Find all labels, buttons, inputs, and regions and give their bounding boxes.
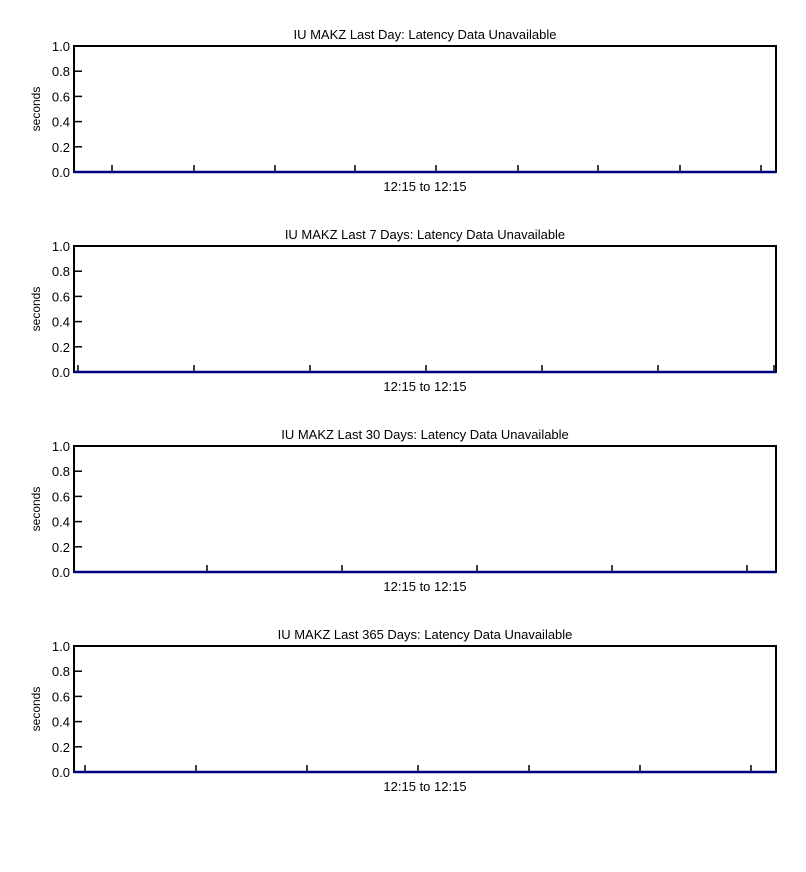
chart-panel-2: IU MAKZ Last 7 Days: Latency Data Unavai…	[29, 227, 777, 394]
chart-panel-3: IU MAKZ Last 30 Days: Latency Data Unava…	[29, 427, 777, 594]
y-tick-label: 0.8	[52, 64, 70, 79]
y-tick-label: 0.2	[52, 740, 70, 755]
y-tick-label: 1.0	[52, 39, 70, 54]
y-tick-label: 0.2	[52, 140, 70, 155]
y-tick-label: 0.8	[52, 664, 70, 679]
plot-frame	[73, 245, 777, 373]
y-tick-label: 0.6	[52, 89, 70, 104]
chart-title: IU MAKZ Last 7 Days: Latency Data Unavai…	[285, 227, 565, 242]
plot-frame	[73, 645, 777, 773]
y-tick-label: 0.8	[52, 464, 70, 479]
chart-title: IU MAKZ Last 30 Days: Latency Data Unava…	[281, 427, 569, 442]
y-tick-label: 1.0	[52, 239, 70, 254]
y-tick-label: 0.0	[52, 365, 70, 380]
y-tick-label: 1.0	[52, 639, 70, 654]
y-tick-label: 0.0	[52, 565, 70, 580]
chart-title: IU MAKZ Last Day: Latency Data Unavailab…	[293, 27, 556, 42]
y-tick-label: 0.6	[52, 489, 70, 504]
plot-frame	[73, 45, 777, 173]
y-tick-label: 1.0	[52, 439, 70, 454]
y-axis-label: seconds	[29, 487, 43, 532]
plot-frame	[73, 445, 777, 573]
x-axis-label: 12:15 to 12:15	[383, 379, 466, 394]
y-axis-label: seconds	[29, 287, 43, 332]
y-tick-label: 0.2	[52, 340, 70, 355]
y-tick-label: 0.2	[52, 540, 70, 555]
chart-panel-4: IU MAKZ Last 365 Days: Latency Data Unav…	[29, 627, 777, 794]
y-axis-label: seconds	[29, 87, 43, 132]
y-tick-label: 0.6	[52, 289, 70, 304]
y-tick-label: 0.0	[52, 765, 70, 780]
x-axis-label: 12:15 to 12:15	[383, 179, 466, 194]
y-tick-label: 0.4	[52, 115, 70, 130]
y-tick-label: 0.4	[52, 715, 70, 730]
y-tick-label: 0.8	[52, 264, 70, 279]
x-axis-label: 12:15 to 12:15	[383, 579, 466, 594]
chart-title: IU MAKZ Last 365 Days: Latency Data Unav…	[278, 627, 573, 642]
y-axis-label: seconds	[29, 687, 43, 732]
chart-panel-1: IU MAKZ Last Day: Latency Data Unavailab…	[29, 27, 777, 194]
y-tick-label: 0.4	[52, 315, 70, 330]
y-tick-label: 0.4	[52, 515, 70, 530]
y-tick-label: 0.6	[52, 689, 70, 704]
y-tick-label: 0.0	[52, 165, 70, 180]
x-axis-label: 12:15 to 12:15	[383, 779, 466, 794]
